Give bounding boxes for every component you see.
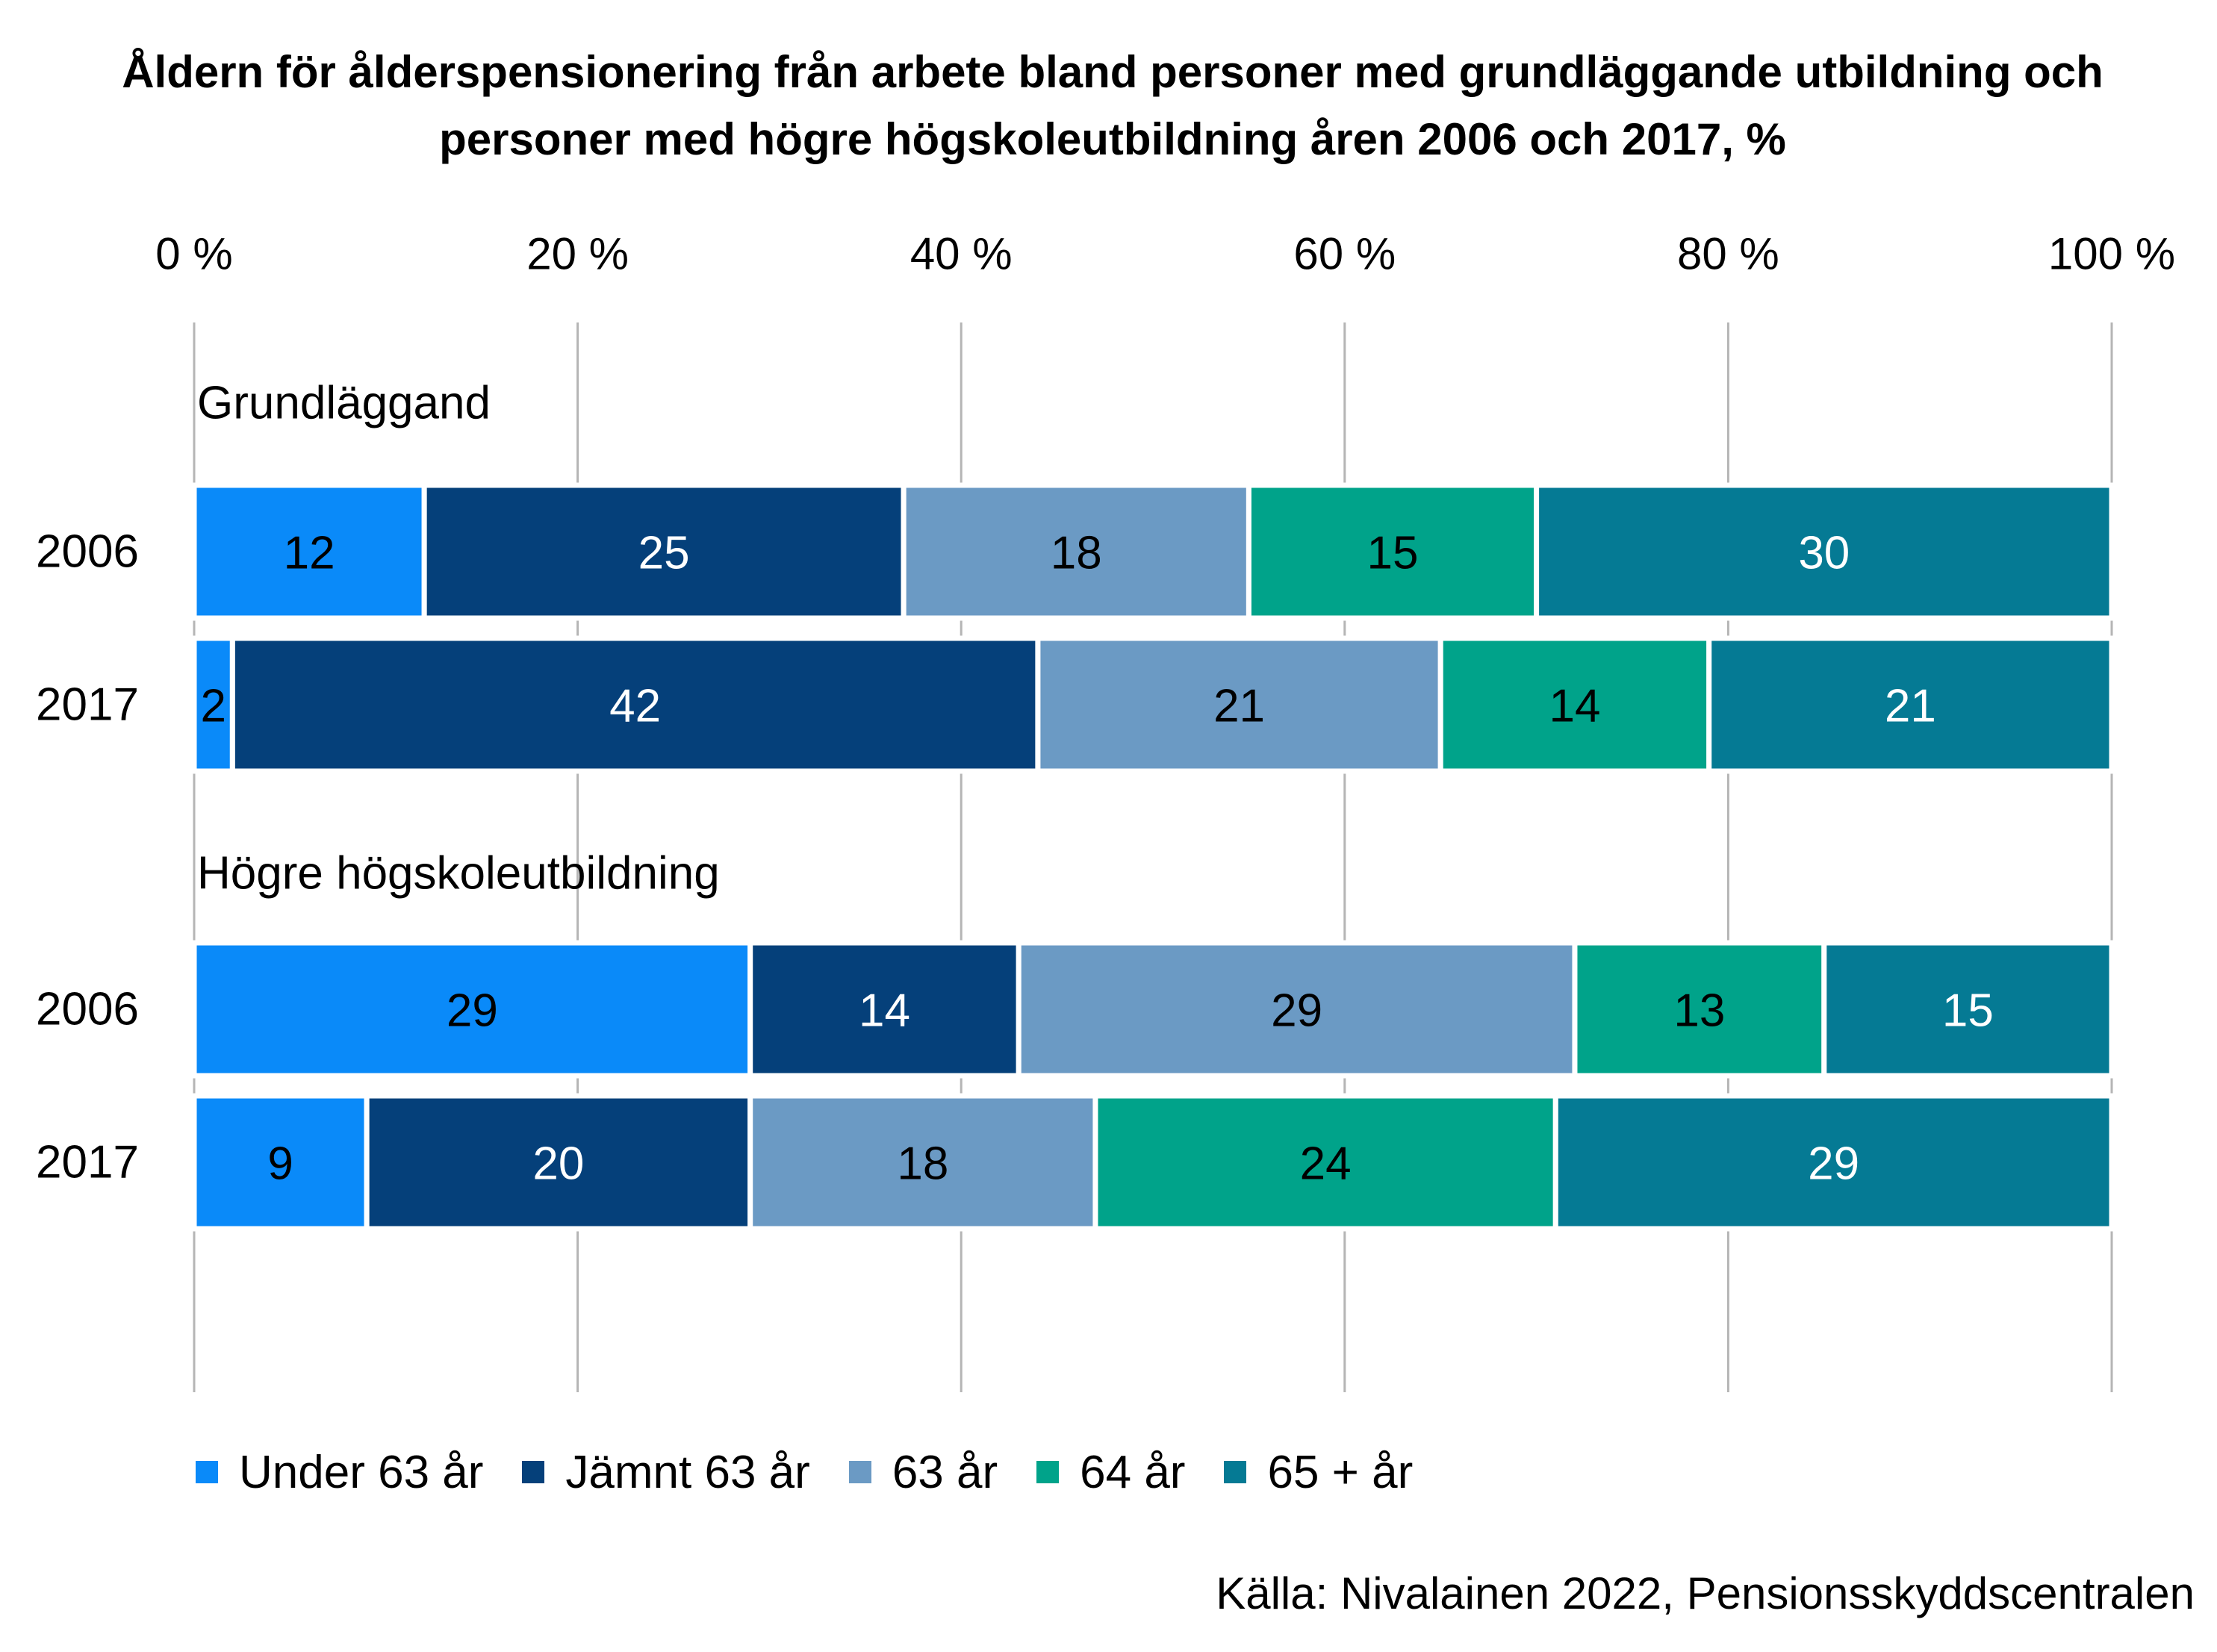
bar-value-label: 13 [1673, 985, 1725, 1037]
bar-segment [1706, 635, 2115, 774]
bar-segment [421, 482, 907, 621]
legend-swatch-64 [1036, 1461, 1060, 1483]
bar-value-label: 2 [200, 681, 226, 732]
bar-value-label: 24 [1300, 1138, 1352, 1190]
x-tick-label: 0 % [155, 229, 232, 279]
bar-value-label: 12 [284, 528, 335, 579]
bar-segment [191, 482, 427, 621]
chart-title-line-2: personer med högre högskoleutbildning år… [439, 114, 1786, 164]
bar-value-label: 42 [609, 681, 661, 732]
bar-value-label: 14 [859, 985, 910, 1037]
bar-value-label: 29 [1808, 1138, 1859, 1190]
bar-segment [1016, 940, 1578, 1079]
legend-label-under-63: Under 63 år [239, 1446, 484, 1498]
x-tick-label: 40 % [910, 229, 1013, 279]
row-label: 2017 [36, 1137, 139, 1188]
bar-segment [747, 1093, 1098, 1232]
bar-segment [191, 940, 753, 1079]
bar-value-label: 18 [1051, 528, 1102, 579]
x-tick-label: 60 % [1293, 229, 1396, 279]
legend-label-64: 64 år [1080, 1446, 1186, 1498]
bar-value-label: 20 [532, 1138, 584, 1190]
group-label: Grundläggand [197, 378, 491, 429]
x-tick-label: 20 % [526, 229, 629, 279]
bar-value-label: 30 [1798, 528, 1850, 579]
bar-segment [1246, 482, 1540, 621]
bar-segment [191, 1093, 370, 1232]
bar-segment [901, 482, 1251, 621]
bar-segment [364, 1093, 753, 1232]
bar-segment [1572, 940, 1827, 1079]
bar-segment [229, 635, 1041, 774]
legend-item-under-63: Under 63 år [196, 1446, 483, 1499]
bar-value-label: 14 [1549, 681, 1600, 732]
bar-segment [1552, 1093, 2115, 1232]
bar-value-label: 18 [897, 1138, 948, 1190]
bar-segment [1437, 635, 1712, 774]
row-label: 2006 [36, 984, 139, 1035]
x-tick-label: 80 % [1677, 229, 1779, 279]
bar-value-label: 25 [638, 528, 690, 579]
chart-title: Åldern för ålderspensionering från arbet… [45, 39, 2180, 173]
legend: Under 63 år Jämnt 63 år 63 år 64 år 65 +… [196, 1442, 1452, 1502]
bar-value-label: 29 [447, 985, 498, 1037]
bar-segment [1821, 940, 2115, 1079]
chart-title-line-1: Åldern för ålderspensionering från arbet… [122, 47, 2103, 97]
legend-item-jamnt-63: Jämnt 63 år [522, 1446, 810, 1499]
legend-label-65-plus: 65 + år [1267, 1446, 1414, 1498]
bar-value-label: 21 [1885, 681, 1936, 732]
row-label: 2006 [36, 526, 139, 578]
bar-segment [1534, 482, 2115, 621]
group-label: Högre högskoleutbildning [197, 848, 720, 900]
x-tick-label: 100 % [2048, 229, 2175, 279]
legend-item-65-plus: 65 + år [1224, 1446, 1413, 1499]
legend-swatch-63 [848, 1461, 871, 1483]
legend-swatch-jamnt-63 [522, 1461, 545, 1483]
bar-value-label: 15 [1367, 528, 1419, 579]
source-note: Källa: Nivalainen 2022, Pensionsskyddsce… [1216, 1568, 2195, 1618]
row-label: 2017 [36, 679, 139, 731]
bar-value-label: 9 [267, 1138, 293, 1190]
legend-swatch-65-plus [1224, 1461, 1247, 1483]
legend-swatch-under-63 [196, 1461, 218, 1483]
legend-item-64: 64 år [1036, 1446, 1185, 1499]
legend-label-jamnt-63: Jämnt 63 år [565, 1446, 810, 1498]
legend-label-63: 63 år [892, 1446, 998, 1498]
bar-value-label: 15 [1942, 985, 1994, 1037]
bar-value-label: 29 [1271, 985, 1322, 1037]
bar-value-label: 21 [1213, 681, 1265, 732]
legend-item-63: 63 år [848, 1446, 998, 1499]
